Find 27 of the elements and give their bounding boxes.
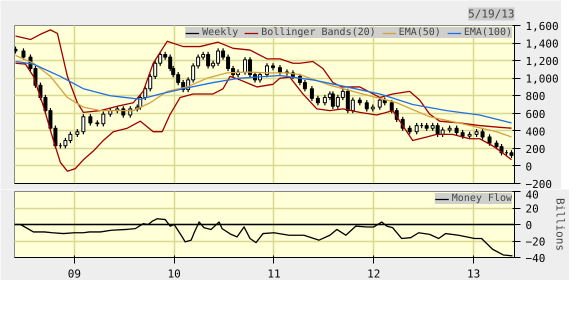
legend-label: EMA(100) (464, 27, 512, 38)
y-tick-label: 20 (526, 202, 539, 216)
y-tick-label: −200 (526, 178, 552, 191)
x-tick-label: 12 (367, 268, 380, 280)
text: 5/19/13 (468, 8, 514, 20)
y-tick-label: 1,200 (526, 55, 559, 68)
x-tick-label: 13 (466, 268, 480, 280)
x-tick-label: 09 (68, 268, 82, 280)
y-tick-label: 1,400 (526, 38, 559, 51)
x-tick-label: 10 (168, 268, 181, 280)
y-tick-label: 40 (526, 188, 539, 202)
legend-label: Money Flow (452, 193, 512, 204)
y-tick-label: 200 (526, 142, 546, 156)
y-tick-label: −40 (526, 252, 546, 265)
y-tick-label: 1,600 (526, 20, 559, 33)
y-tick-label: 0 (526, 219, 532, 232)
legend-label: EMA(50) (398, 27, 441, 38)
legend-label: Weekly (202, 27, 238, 38)
x-tick-label: 11 (267, 268, 281, 280)
y-tick-label: 600 (526, 108, 546, 121)
y-tick-label: 0 (526, 160, 532, 174)
y-tick-label: 400 (526, 125, 546, 138)
y-axis-title: Billions (553, 198, 566, 251)
y-tick-label: 800 (526, 90, 546, 104)
y-tick-label: −20 (526, 236, 546, 248)
legend-label: Bollinger Bands(20) (261, 27, 376, 38)
y-tick-label: 1,000 (526, 72, 559, 86)
